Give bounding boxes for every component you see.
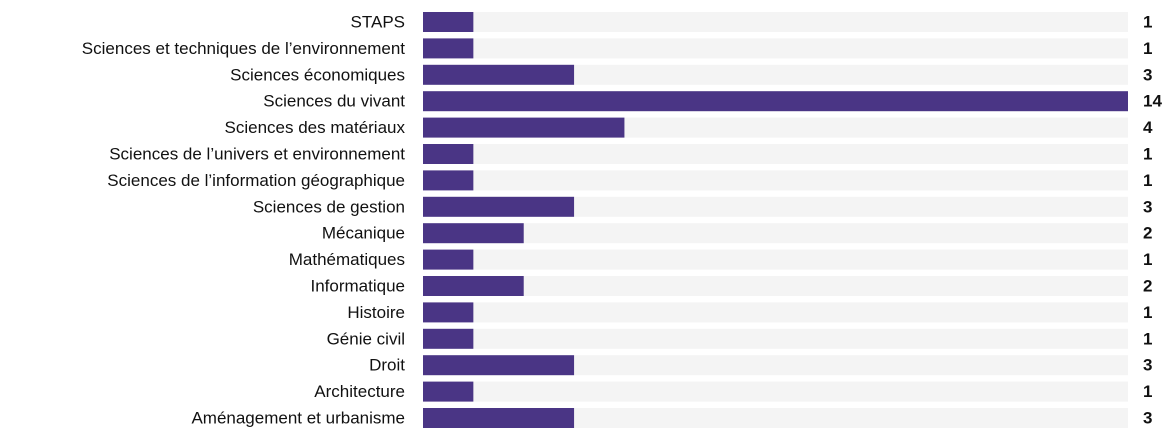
bar: [423, 117, 625, 138]
bar-track: [423, 12, 1128, 32]
bar-track: [423, 196, 1128, 217]
category-label: Génie civil: [327, 329, 405, 348]
category-label: Sciences des matériaux: [225, 118, 406, 137]
category-label: Mécanique: [322, 224, 405, 243]
bar: [423, 64, 575, 85]
value-label: 1: [1143, 329, 1152, 348]
bar: [423, 302, 474, 323]
category-label: Mathématiques: [289, 250, 405, 269]
value-label: 1: [1143, 382, 1152, 401]
category-label: Sciences du vivant: [263, 92, 405, 111]
bar-track: [423, 249, 1128, 270]
value-label: 14: [1143, 92, 1162, 111]
value-label: 3: [1143, 197, 1152, 216]
value-label: 2: [1143, 276, 1152, 295]
bar-track: [423, 170, 1128, 191]
bar-track: [423, 302, 1128, 323]
value-label: 2: [1143, 224, 1152, 243]
value-label: 3: [1143, 356, 1152, 375]
value-label: 3: [1143, 408, 1152, 427]
bar: [423, 223, 524, 244]
value-label: 1: [1143, 144, 1152, 163]
value-label: 4: [1143, 118, 1153, 137]
bar: [423, 12, 474, 32]
bar-track: [423, 328, 1128, 349]
category-label: Sciences de l’univers et environnement: [109, 144, 405, 163]
bar: [423, 381, 474, 402]
bar-track: [423, 381, 1128, 402]
category-label: Architecture: [314, 382, 405, 401]
bar: [423, 355, 575, 376]
bar: [423, 276, 524, 296]
bar: [423, 144, 474, 164]
bar: [423, 38, 474, 59]
category-label: Sciences de gestion: [253, 197, 405, 216]
value-label: 1: [1143, 39, 1152, 58]
bar: [423, 91, 1128, 112]
value-label: 1: [1143, 303, 1152, 322]
category-label: STAPS: [351, 12, 405, 31]
bar-track: [423, 38, 1128, 59]
bar-track: [423, 223, 1128, 244]
category-label: Sciences et techniques de l’environnemen…: [82, 39, 405, 58]
bar-track: [423, 276, 1128, 296]
bar: [423, 196, 575, 217]
category-label: Sciences économiques: [230, 65, 405, 84]
bar: [423, 408, 575, 428]
value-label: 1: [1143, 250, 1152, 269]
bar-track: [423, 144, 1128, 164]
value-label: 1: [1143, 12, 1152, 31]
bar-track: [423, 355, 1128, 376]
bar: [423, 328, 474, 349]
category-label: Histoire: [347, 303, 405, 322]
category-label: Sciences de l’information géographique: [107, 171, 405, 190]
bar: [423, 249, 474, 270]
bar-track: [423, 64, 1128, 85]
value-label: 1: [1143, 171, 1152, 190]
category-label: Informatique: [311, 276, 406, 295]
category-label: Aménagement et urbanisme: [191, 408, 405, 427]
value-label: 3: [1143, 65, 1152, 84]
bar-track: [423, 408, 1128, 428]
bar: [423, 170, 474, 191]
category-label: Droit: [369, 356, 405, 375]
